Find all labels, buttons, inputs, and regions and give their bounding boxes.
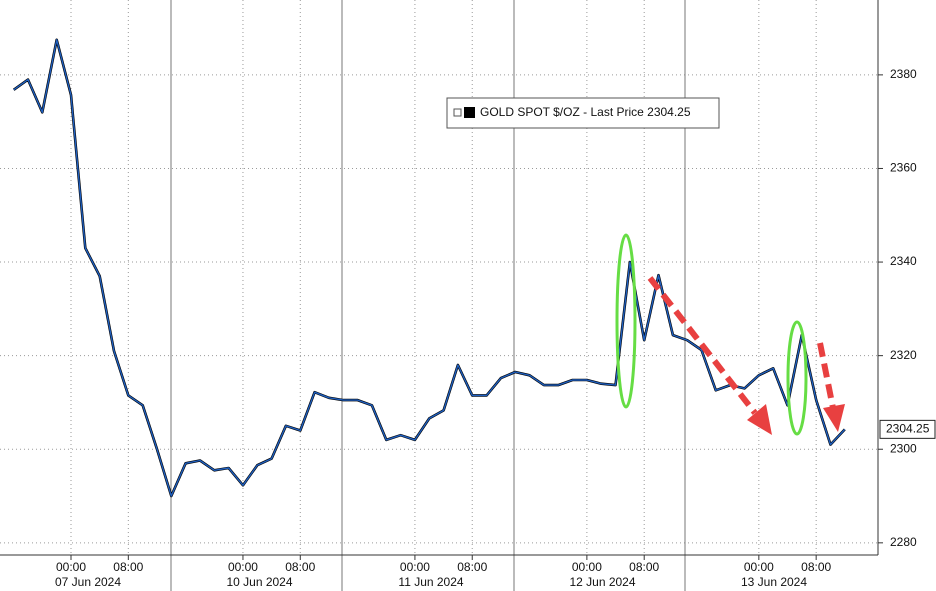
legend-label: GOLD SPOT $/OZ - Last Price 2304.25 xyxy=(480,105,691,119)
legend-swatch xyxy=(464,107,475,118)
arrow-head xyxy=(823,404,845,432)
arrow-head xyxy=(747,404,772,435)
x-tick-label: 08:00 xyxy=(457,560,487,574)
x-tick-label: 08:00 xyxy=(285,560,315,574)
x-tick-label: 00:00 xyxy=(744,560,774,574)
last-price-label: 2304.25 xyxy=(886,422,930,436)
y-tick-label: 2360 xyxy=(890,161,917,175)
x-tick-label: 08:00 xyxy=(629,560,659,574)
date-label: 11 Jun 2024 xyxy=(398,575,463,589)
x-tick-label: 00:00 xyxy=(572,560,602,574)
last-price-marker xyxy=(879,419,936,439)
y-tick-label: 2380 xyxy=(890,67,917,81)
date-label: 07 Jun 2024 xyxy=(55,575,121,589)
legend-toggle xyxy=(453,108,462,117)
y-tick-label: 2320 xyxy=(890,348,917,362)
trend-arrow xyxy=(647,276,758,415)
date-label: 10 Jun 2024 xyxy=(226,575,292,589)
highlight-ellipse xyxy=(615,233,637,409)
date-label: 13 Jun 2024 xyxy=(741,575,807,589)
y-tick-label: 2340 xyxy=(890,254,917,268)
price-line-highlight xyxy=(13,39,846,497)
y-tick-label: 2300 xyxy=(890,441,917,455)
x-tick-label: 08:00 xyxy=(801,560,831,574)
x-tick-label: 00:00 xyxy=(56,560,86,574)
highlight-ellipse xyxy=(786,320,808,436)
y-tick-label: 2280 xyxy=(890,535,917,549)
trend-arrow xyxy=(817,342,836,409)
x-tick-label: 00:00 xyxy=(400,560,430,574)
x-tick-label: 00:00 xyxy=(228,560,258,574)
legend-box xyxy=(446,97,720,129)
date-label: 12 Jun 2024 xyxy=(569,575,635,589)
data-layer xyxy=(12,38,846,498)
x-tick-label: 08:00 xyxy=(113,560,143,574)
